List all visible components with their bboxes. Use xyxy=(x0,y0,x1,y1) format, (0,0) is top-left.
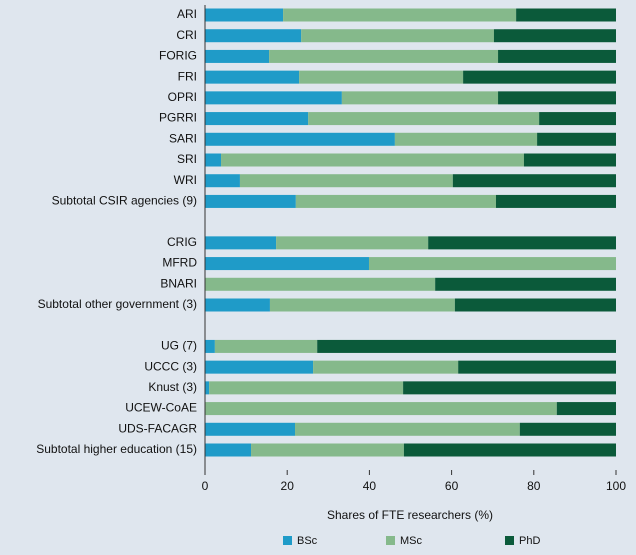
bar-segment xyxy=(276,236,429,250)
y-tick-label: PGRRI xyxy=(159,111,197,125)
y-tick-label: WRI xyxy=(174,173,197,187)
x-tick-label: 80 xyxy=(527,479,541,493)
y-tick-label: Knust (3) xyxy=(148,380,197,394)
legend-swatch xyxy=(283,536,292,545)
y-tick-label: Subtotal CSIR agencies (9) xyxy=(52,194,197,208)
bar-segment xyxy=(205,443,252,457)
y-tick-label: ARI xyxy=(177,7,197,21)
bar-segment xyxy=(269,298,455,312)
y-tick-label: UCCC (3) xyxy=(144,359,197,373)
legend-label: MSc xyxy=(400,535,423,547)
y-tick-label: MFRD xyxy=(162,256,197,270)
bar-segment xyxy=(428,236,616,250)
bar-segment xyxy=(205,422,296,436)
bar-segment xyxy=(435,277,616,291)
bar-segment xyxy=(368,257,616,271)
bar-segment xyxy=(519,422,616,436)
bar-segment xyxy=(523,153,616,167)
bar-segment xyxy=(205,381,210,395)
bar-segment xyxy=(205,49,270,63)
y-tick-label: SRI xyxy=(177,152,197,166)
bar-segment xyxy=(251,443,404,457)
bar-segment xyxy=(205,236,277,250)
legend-label: PhD xyxy=(519,535,540,547)
bar-segment xyxy=(205,29,302,43)
bar-segment xyxy=(221,153,524,167)
y-tick-label: UCEW-CoAE xyxy=(125,401,197,415)
bar-segment xyxy=(205,132,395,146)
y-tick-label: CRI xyxy=(176,28,197,42)
x-tick-label: 60 xyxy=(445,479,459,493)
y-tick-label: BNARI xyxy=(160,276,197,290)
bar-segment xyxy=(205,277,436,291)
y-tick-label: Subtotal other government (3) xyxy=(38,297,197,311)
bar-segment xyxy=(205,339,215,353)
bar-segment xyxy=(295,194,496,208)
bar-segment xyxy=(516,8,616,22)
bar-segment xyxy=(341,91,499,105)
bar-segment xyxy=(493,29,616,43)
bar-segment xyxy=(205,70,300,84)
bar-segment xyxy=(308,112,540,126)
bar-segment xyxy=(205,174,240,188)
bar-segment xyxy=(498,49,616,63)
bar-segment xyxy=(209,381,404,395)
x-tick-label: 20 xyxy=(281,479,295,493)
x-tick-label: 100 xyxy=(606,479,626,493)
legend-swatch xyxy=(386,536,395,545)
bar-segment xyxy=(214,339,318,353)
bar-segment xyxy=(205,402,557,416)
y-tick-label: UDS-FACAGR xyxy=(118,421,197,435)
bar-segment xyxy=(283,8,517,22)
x-tick-label: 40 xyxy=(363,479,377,493)
bar-segment xyxy=(269,49,499,63)
bar-segment xyxy=(394,132,538,146)
bar-segment xyxy=(454,298,616,312)
y-tick-label: UG (7) xyxy=(161,339,197,353)
bar-segment xyxy=(495,194,616,208)
bar-segment xyxy=(458,360,616,374)
bar-segment xyxy=(205,112,309,126)
y-tick-label: Subtotal higher education (15) xyxy=(36,442,197,456)
bar-segment xyxy=(205,194,296,208)
legend-swatch xyxy=(505,536,514,545)
bar-segment xyxy=(403,443,616,457)
bar-segment xyxy=(205,257,369,271)
bar-segment xyxy=(403,381,616,395)
bar-segment xyxy=(205,153,222,167)
bar-segment xyxy=(205,360,314,374)
bar-segment xyxy=(295,422,520,436)
bar-segment xyxy=(301,29,494,43)
legend-label: BSc xyxy=(297,535,318,547)
bar-segment xyxy=(205,8,284,22)
bar-segment xyxy=(205,91,342,105)
bar-segment xyxy=(498,91,616,105)
y-tick-label: FORIG xyxy=(159,49,197,63)
bar-segment xyxy=(205,298,270,312)
bar-segment xyxy=(313,360,459,374)
bar-segment xyxy=(463,70,616,84)
y-tick-label: FRI xyxy=(178,69,197,83)
x-tick-label: 0 xyxy=(202,479,209,493)
bar-segment xyxy=(539,112,616,126)
x-axis-label: Shares of FTE researchers (%) xyxy=(327,508,493,522)
bar-segment xyxy=(556,402,616,416)
bar-segment xyxy=(537,132,616,146)
bar-segment xyxy=(452,174,616,188)
y-tick-label: OPRI xyxy=(168,90,197,104)
bar-segment xyxy=(299,70,464,84)
y-tick-label: CRIG xyxy=(167,235,197,249)
bar-segment xyxy=(239,174,453,188)
bar-segment xyxy=(317,339,616,353)
y-tick-label: SARI xyxy=(169,131,197,145)
